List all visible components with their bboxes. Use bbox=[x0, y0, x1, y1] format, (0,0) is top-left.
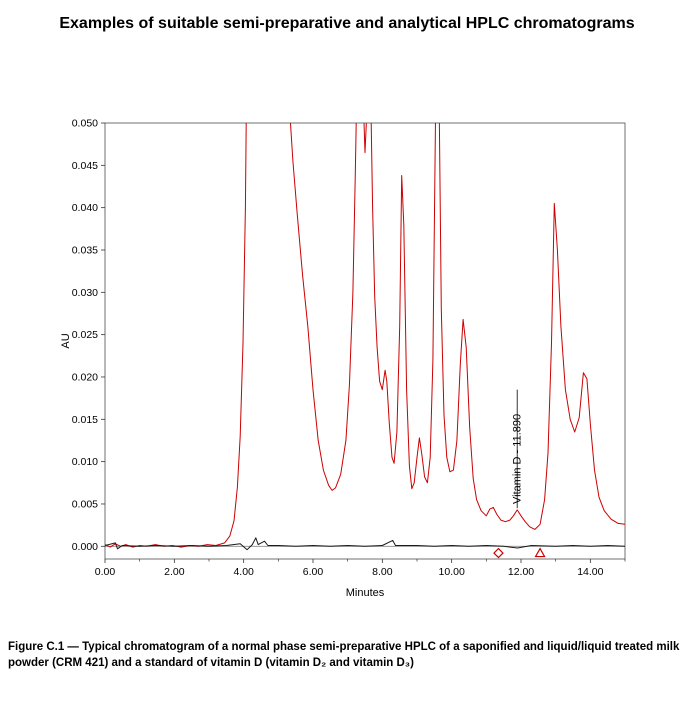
x-tick-label: 14.00 bbox=[577, 566, 603, 578]
x-tick-label: 10.00 bbox=[439, 566, 465, 578]
y-tick-label: 0.030 bbox=[72, 287, 98, 299]
y-tick-label: 0.050 bbox=[72, 117, 98, 129]
integration-markers bbox=[493, 547, 546, 559]
x-axis-title: Minutes bbox=[346, 587, 385, 599]
y-tick-label: 0.010 bbox=[72, 456, 98, 468]
y-tick-label: 0.000 bbox=[72, 541, 98, 553]
peak-annotation: Vitamin D - 11.890 bbox=[512, 389, 524, 509]
trace bbox=[105, 537, 625, 550]
x-tick-label: 12.00 bbox=[508, 566, 534, 578]
page-title: Examples of suitable semi-preparative an… bbox=[59, 15, 635, 32]
x-tick-label: 2.00 bbox=[164, 566, 185, 578]
y-tick-label: 0.015 bbox=[72, 414, 98, 426]
y-tick-label: 0.040 bbox=[72, 202, 98, 214]
figure-caption: Figure C.1 — Typical chromatogram of a n… bbox=[8, 640, 680, 669]
y-tick-label: 0.025 bbox=[72, 329, 98, 341]
y-tick-label: 0.005 bbox=[72, 498, 98, 510]
chromatogram-chart: 0.000 0.005 0.010 0.015 0.020 0.025 0.030 0.035… bbox=[60, 117, 626, 599]
diamond-marker bbox=[493, 547, 504, 559]
x-tick-label: 0.00 bbox=[95, 566, 116, 578]
plot-frame bbox=[104, 122, 626, 560]
x-tick-label: 4.00 bbox=[233, 566, 254, 578]
plot-border bbox=[104, 122, 626, 560]
y-tick-label: 0.045 bbox=[72, 160, 98, 172]
trace bbox=[105, 122, 625, 548]
triangle-marker bbox=[534, 547, 546, 557]
chromatogram-traces bbox=[105, 122, 625, 550]
y-tick-label: 0.035 bbox=[72, 244, 98, 256]
axis-tick-labels: 0.000 0.005 0.010 0.015 0.020 0.025 0.030 0.035… bbox=[72, 117, 604, 578]
x-tick-label: 6.00 bbox=[303, 566, 324, 578]
y-axis-title: AU bbox=[60, 333, 72, 348]
y-tick-label: 0.020 bbox=[72, 371, 98, 383]
x-tick-label: 8.00 bbox=[372, 566, 393, 578]
axis-ticks bbox=[101, 122, 626, 563]
peak-annotation-label: Vitamin D - 11.890 bbox=[512, 414, 524, 504]
